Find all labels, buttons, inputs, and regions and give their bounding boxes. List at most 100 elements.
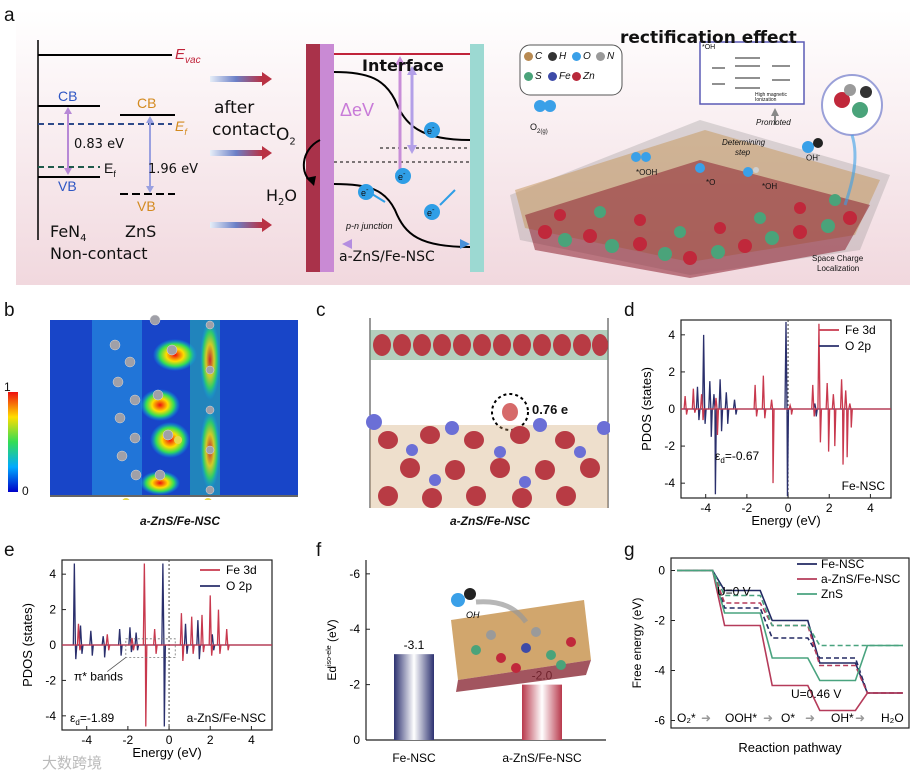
electron-4 <box>424 204 440 220</box>
panel-label-g: g <box>624 540 635 561</box>
y-tick-label: -2 <box>664 439 675 453</box>
right-ef-label: Ef <box>175 118 187 137</box>
y-tick-label: 2 <box>668 365 675 379</box>
right-gap-label: 1.96 eV <box>148 162 198 177</box>
material-tag: Fe-NSC <box>842 479 886 493</box>
atom-legend-item: Fe <box>548 71 571 82</box>
series-line-u0 <box>677 569 903 694</box>
after-label: after <box>214 98 255 118</box>
x-tick-label: -4 <box>700 501 711 515</box>
arrow-1 <box>210 76 262 82</box>
panel-label-f: f <box>316 540 322 561</box>
fen4-label: FeN4 <box>50 222 87 245</box>
electron-1 <box>424 122 440 138</box>
inset-structure <box>451 600 591 692</box>
atom-color-dot <box>572 52 581 61</box>
step-arrow-icon: ➜ <box>763 711 773 725</box>
x-tick-label: -2 <box>742 501 753 515</box>
inset-hm-label: High magnetic <box>755 92 787 98</box>
zns-label: ZnS <box>125 222 157 241</box>
right-cb-label: CB <box>137 95 157 111</box>
step-label: O₂* <box>677 711 696 725</box>
arrow-3 <box>210 222 262 228</box>
h2o-label: H2O <box>266 186 297 209</box>
electron-label-1: e- <box>427 123 435 136</box>
zoom-bubble <box>821 74 883 136</box>
atom-legend-item: N <box>596 51 614 62</box>
y-tick-label: 4 <box>49 567 56 581</box>
u0-label: U=0 V <box>717 585 751 599</box>
hetero-label: a-ZnS/Fe-NSC <box>339 249 435 265</box>
elf-hotspots <box>140 320 220 495</box>
y-tick-label: -2 <box>349 678 360 692</box>
y-tick-label: 0 <box>658 564 665 578</box>
right-electrode <box>470 44 484 272</box>
x-tick-label: 0 <box>785 501 792 515</box>
atom-color-dot <box>596 52 605 61</box>
legend-label: a-ZnS/Fe-NSC <box>821 572 901 586</box>
atom-symbol: Zn <box>583 71 595 82</box>
oh-h-atom <box>464 588 476 600</box>
bar-value-label: -3.1 <box>404 638 425 652</box>
atom-symbol: S <box>535 71 542 82</box>
x-category-label: Fe-NSC <box>392 751 436 765</box>
atom-legend-item: C <box>524 51 542 62</box>
right-vb-label: VB <box>137 198 156 214</box>
atom-symbol: O <box>583 51 591 62</box>
x-category-label: a-ZnS/Fe-NSC <box>502 751 582 765</box>
panel-c-caption: a-ZnS/Fe-NSC <box>449 514 530 528</box>
inset-lines <box>712 57 790 89</box>
oh-star-label: *OH <box>762 182 778 191</box>
atom-legend-item: H <box>548 51 566 62</box>
pi-bands-label: π* bands <box>74 669 123 683</box>
atom-color-dot <box>524 52 533 61</box>
colorbar <box>8 392 18 492</box>
o-star-label: *O <box>706 178 716 187</box>
pi-bands-box <box>125 638 176 658</box>
delta-ev-label: ΔeV <box>340 100 375 120</box>
electron-label-2: e- <box>398 169 406 182</box>
y-tick-label: -4 <box>45 709 56 723</box>
oh-minus-label: OH- <box>806 153 820 163</box>
watermark: 大数跨境 <box>42 755 103 772</box>
atom-symbol: Fe <box>559 71 571 82</box>
o2-molecule <box>534 100 546 112</box>
legend-label: Fe-NSC <box>821 557 865 571</box>
atom-symbol: N <box>607 51 615 62</box>
panel-c-svg <box>366 318 610 508</box>
atom-legend-item: O <box>572 51 591 62</box>
step-arrow-icon: ➜ <box>805 711 815 725</box>
y-tick-label: -4 <box>654 664 665 678</box>
x-tick-label: -2 <box>123 733 134 747</box>
atom-legend: C H O N S Fe Zn <box>524 51 622 93</box>
atom-color-dot <box>548 52 557 61</box>
y-tick-label: -4 <box>664 476 675 490</box>
y-tick-label: -4 <box>349 622 360 636</box>
left-ef-label: Ef <box>104 160 116 179</box>
x-tick-label: 2 <box>207 733 214 747</box>
cdd-top-layer <box>370 330 608 360</box>
orbital-inset <box>699 41 805 105</box>
plot-frame <box>670 557 910 729</box>
evac-label: Evac <box>175 46 201 66</box>
atom-symbol: H <box>559 51 567 62</box>
oh-label: OH <box>466 610 480 620</box>
promoted-label: Promoted <box>756 118 791 127</box>
noncontact-label: Non-contact <box>50 244 148 263</box>
pn-junction-label: p-n junction <box>346 221 393 231</box>
panel-label-a: a <box>4 5 15 26</box>
interface-label: Interface <box>362 56 444 75</box>
zns-atoms <box>538 194 857 265</box>
x-tick-label: 4 <box>248 733 255 747</box>
legend-label: O 2p <box>226 579 252 593</box>
step-label: H₂O <box>881 711 904 725</box>
legend-label: Fe 3d <box>226 563 257 577</box>
legend-label: ZnS <box>821 587 843 601</box>
left-gap-label: 0.83 eV <box>74 137 124 152</box>
atom-legend-item: Zn <box>572 71 595 82</box>
step-label: OOH* <box>725 711 757 725</box>
legend-label: Fe 3d <box>845 323 876 337</box>
step-label: O* <box>781 711 795 725</box>
y-axis-label: Free energy (eV) <box>630 598 644 689</box>
